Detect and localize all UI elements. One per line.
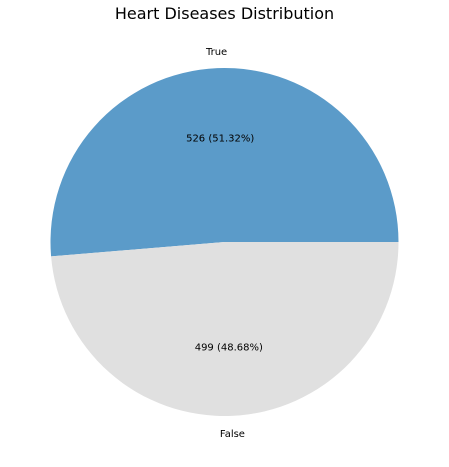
slice-label-true: True — [205, 47, 227, 58]
slice-value-false: 499 (48.68%) — [195, 342, 263, 353]
slice-value-true: 526 (51.32%) — [186, 134, 254, 145]
chart-title: Heart Diseases Distribution — [115, 4, 334, 23]
pie-slice-false — [51, 242, 399, 416]
pie-labels: True 526 (51.32%) False 499 (48.68%) — [186, 47, 263, 440]
pie-slices — [50, 67, 399, 416]
slice-label-false: False — [220, 429, 245, 440]
pie-slice-true — [50, 67, 399, 257]
